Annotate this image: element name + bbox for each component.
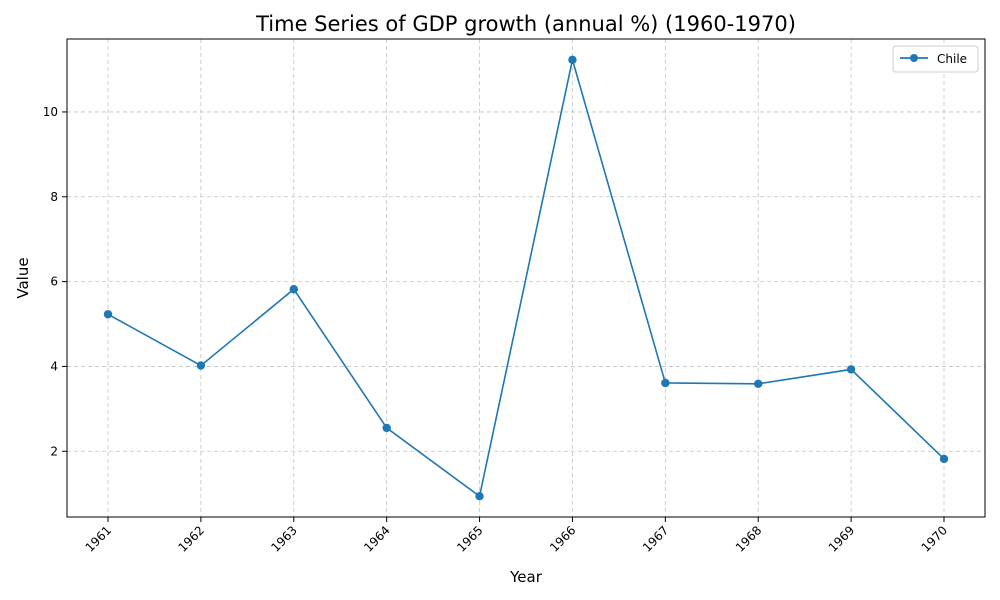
x-tick-label: 1967	[640, 523, 671, 554]
legend-marker-swatch	[910, 54, 918, 62]
data-point	[846, 365, 856, 374]
x-tick-label: 1966	[547, 523, 578, 554]
x-tick-label: 1961	[83, 523, 114, 554]
data-point	[754, 379, 763, 389]
x-tick-label: 1962	[176, 523, 207, 554]
x-axis-label: Year	[509, 568, 543, 586]
y-tick-label: 10	[43, 105, 58, 119]
legend: Chile	[892, 45, 979, 73]
data-point	[568, 55, 577, 64]
y-tick-label: 4	[50, 359, 58, 373]
x-tick-label: 1969	[826, 523, 857, 554]
y-axis-label: Value	[14, 257, 32, 298]
data-point	[661, 378, 670, 388]
legend-box	[892, 45, 979, 73]
data-point	[196, 361, 206, 370]
plot-area-frame	[66, 38, 986, 518]
x-tick-label: 1965	[454, 523, 485, 554]
y-tick-label: 6	[50, 275, 58, 289]
axis-ticks: 1961 1962 1963 1964 1965 1966 1967 1968 1969 1970…	[43, 105, 950, 555]
chart-title: Time Series of GDP growth (annual %) (19…	[255, 12, 796, 36]
y-tick-label: 8	[50, 190, 58, 204]
x-tick-label: 1970	[919, 523, 950, 554]
x-tick-label: 1963	[268, 523, 299, 554]
legend-label-chile: Chile	[937, 52, 967, 66]
data-point	[939, 454, 949, 464]
x-tick-label: 1968	[733, 523, 764, 554]
x-tick-label: 1964	[361, 523, 392, 554]
grid	[67, 39, 985, 517]
data-point	[103, 310, 113, 319]
data-point	[289, 285, 298, 294]
y-tick-label: 2	[50, 444, 58, 458]
data-point	[475, 492, 484, 501]
data-point	[382, 423, 391, 433]
series-layer	[103, 55, 949, 501]
series-line-chile	[107, 59, 945, 498]
